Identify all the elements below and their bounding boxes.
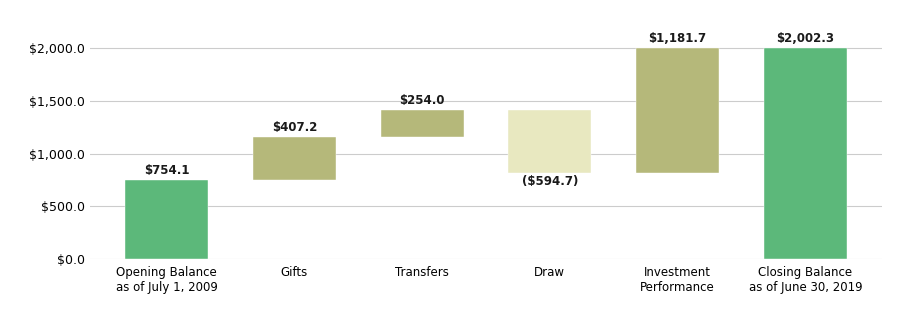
Text: ENDOWMENT BRIDGE - 10 YEARS TO JUNE 30, 2019: ENDOWMENT BRIDGE - 10 YEARS TO JUNE 30, …: [191, 19, 709, 37]
Text: ($594.7): ($594.7): [522, 175, 578, 188]
Bar: [764, 48, 847, 259]
Text: $754.1: $754.1: [144, 164, 189, 177]
Text: $254.0: $254.0: [400, 94, 445, 107]
Bar: [636, 48, 719, 172]
Text: $407.2: $407.2: [272, 121, 317, 134]
Bar: [253, 136, 336, 179]
Text: $2,002.3: $2,002.3: [777, 32, 834, 45]
Bar: [508, 110, 591, 172]
Bar: [381, 110, 464, 136]
Text: $1,181.7: $1,181.7: [649, 32, 706, 45]
Bar: [125, 179, 208, 259]
